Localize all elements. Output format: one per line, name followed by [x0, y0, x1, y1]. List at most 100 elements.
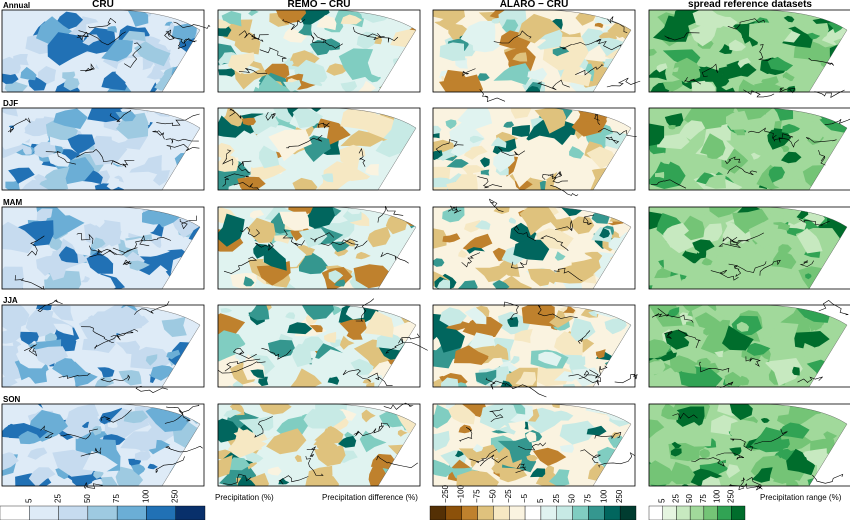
map-region — [91, 478, 103, 486]
map-region — [67, 134, 96, 155]
border-line — [224, 358, 261, 372]
map-region — [330, 241, 350, 253]
map-panel — [648, 107, 850, 191]
map-region — [458, 249, 468, 258]
border-line — [606, 16, 628, 33]
colorbar-tick-label: 50 — [83, 494, 92, 503]
map-region — [33, 174, 48, 183]
border-line — [45, 150, 76, 165]
map-region — [56, 246, 79, 264]
map-region — [268, 129, 312, 162]
map-region — [88, 215, 105, 226]
map-region — [275, 10, 307, 24]
map-region — [2, 438, 19, 456]
border-line — [493, 30, 532, 44]
map-region — [27, 447, 48, 460]
border-line — [730, 232, 764, 246]
map-region — [480, 169, 490, 176]
map-region — [687, 468, 723, 486]
map-region — [611, 319, 627, 332]
map-region — [248, 10, 259, 16]
border-line — [759, 259, 781, 276]
map-region — [301, 305, 335, 320]
map-region — [285, 312, 296, 320]
map-region — [16, 345, 50, 369]
map-panel — [432, 198, 636, 290]
row-label: MAM — [3, 198, 22, 207]
border-line — [317, 122, 330, 129]
map-region — [279, 211, 310, 231]
map-region — [292, 343, 313, 368]
border-line — [710, 269, 739, 281]
border-line — [583, 214, 595, 226]
map-region — [596, 37, 629, 57]
map-region — [664, 113, 684, 128]
map-panel — [217, 402, 421, 487]
map-region — [670, 448, 682, 457]
border-line — [818, 300, 849, 316]
colorbar-tick-label: 25 — [552, 494, 561, 503]
border-line — [341, 239, 368, 250]
map-region — [309, 325, 323, 333]
border-line — [824, 118, 850, 125]
map-region — [218, 313, 246, 335]
border-line — [310, 34, 325, 43]
map-region — [699, 448, 710, 460]
map-region — [681, 484, 690, 486]
border-line — [797, 376, 823, 383]
border-line — [100, 409, 132, 423]
map-region — [548, 216, 574, 233]
map-region — [34, 142, 56, 158]
map-panel — [217, 107, 421, 191]
column-title: REMO − CRU — [287, 0, 350, 10]
map-region — [237, 176, 266, 190]
border-line — [217, 361, 266, 374]
border-line — [469, 449, 497, 464]
map-region — [714, 350, 724, 358]
map-region — [649, 305, 683, 327]
border-line — [594, 431, 622, 440]
border-line — [238, 30, 269, 40]
border-line — [605, 136, 620, 144]
domain-outline — [432, 403, 632, 487]
row-label: DJF — [3, 99, 18, 108]
border-line — [798, 218, 830, 226]
map-region — [722, 325, 754, 351]
map-region — [661, 404, 680, 420]
map-region — [746, 342, 771, 356]
map-region — [527, 67, 548, 81]
map-region — [22, 145, 32, 155]
border-line — [462, 68, 476, 77]
border-line — [122, 259, 132, 266]
map-region — [340, 81, 358, 92]
panel-frame — [217, 107, 421, 191]
border-line — [812, 473, 844, 484]
map-panel — [217, 205, 421, 290]
map-region — [298, 228, 328, 248]
border-line — [435, 139, 464, 154]
border-line — [738, 477, 745, 491]
border-line — [165, 138, 199, 144]
border-line — [575, 64, 604, 76]
map-region — [107, 26, 117, 33]
domain-outline — [217, 304, 417, 388]
colorbar-tick-label: 25 — [54, 494, 63, 503]
map-region — [511, 125, 530, 137]
map-region — [287, 322, 313, 335]
map-region — [783, 15, 795, 23]
colorbar-tick-label: 75 — [112, 494, 121, 503]
map-region — [352, 280, 361, 289]
panel-frame — [432, 107, 636, 191]
map-region — [294, 454, 302, 462]
map-region — [458, 424, 473, 434]
map-panel — [217, 9, 421, 93]
map-region — [437, 279, 451, 289]
panel-frame — [217, 304, 421, 388]
border-line — [385, 342, 428, 354]
map-region — [767, 56, 794, 71]
panel-frame — [648, 9, 850, 93]
map-panel — [1, 403, 205, 489]
map-region — [356, 31, 377, 50]
map-region — [45, 117, 78, 141]
border-line — [515, 463, 527, 473]
